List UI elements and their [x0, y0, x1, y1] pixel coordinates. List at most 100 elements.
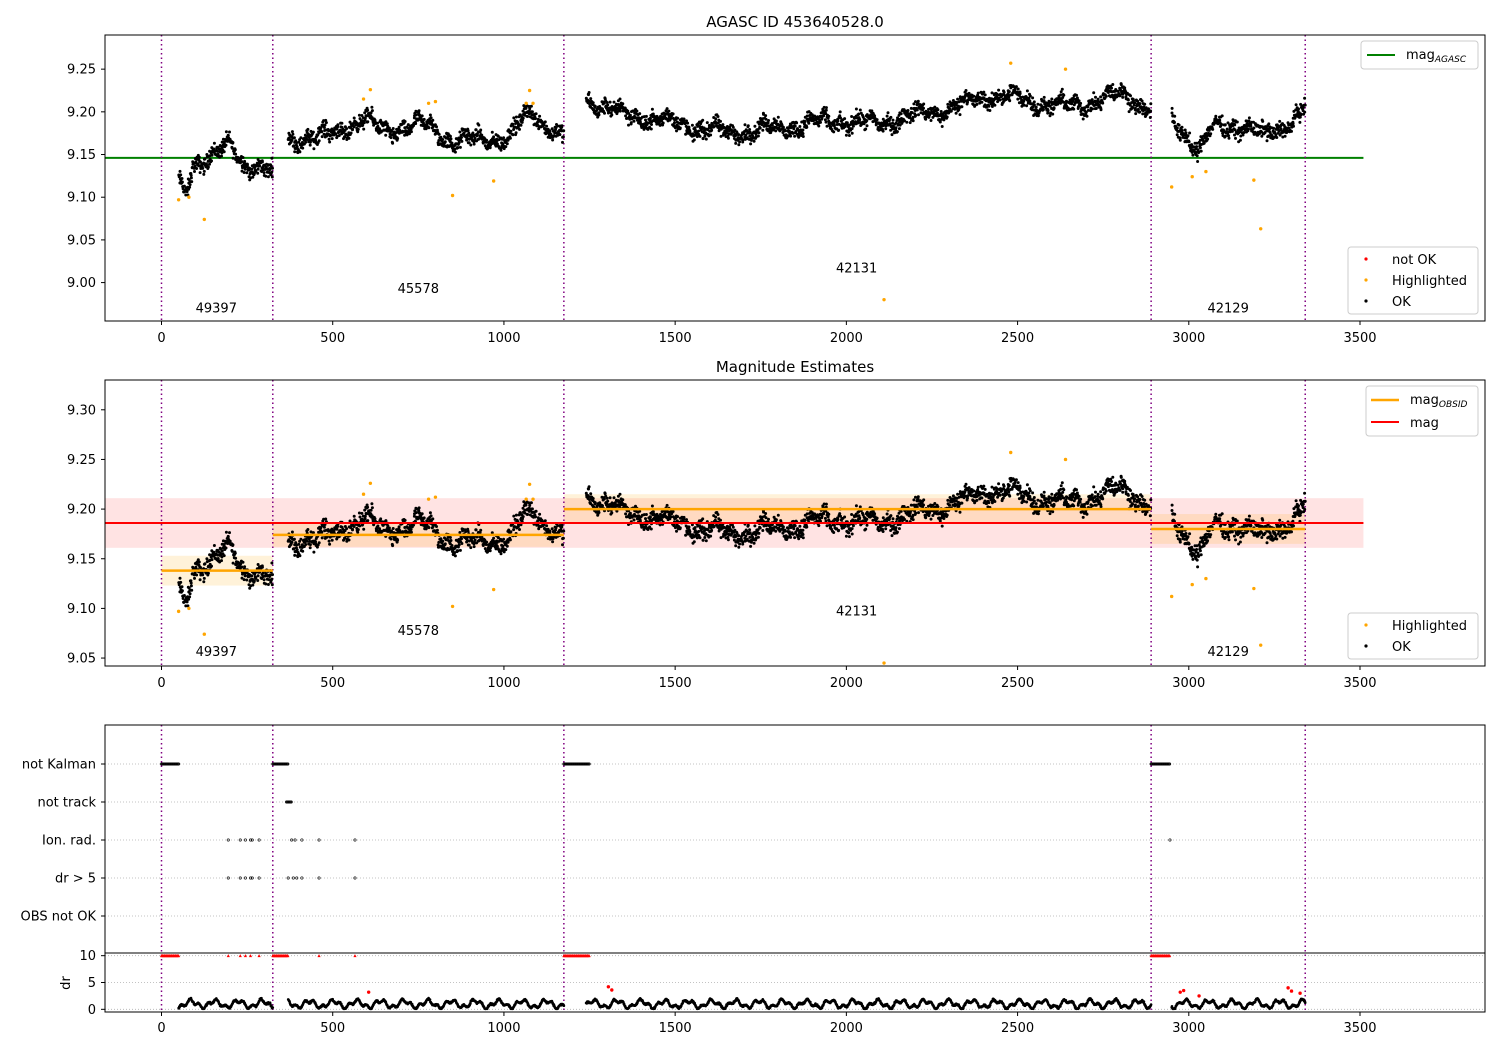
ok-point: [233, 551, 237, 555]
y-tick-label: 9.20: [67, 105, 96, 120]
ok-point: [603, 492, 607, 496]
ok-point: [431, 118, 435, 122]
ok-point: [355, 121, 359, 125]
ok-point: [512, 514, 516, 518]
ok-point: [210, 558, 214, 562]
ok-point: [502, 537, 506, 541]
ok-point: [649, 127, 653, 131]
ok-point: [1249, 124, 1253, 128]
ok-point: [526, 513, 530, 516]
ok-point: [661, 121, 665, 125]
ok-point: [290, 138, 294, 142]
ok-point: [686, 121, 690, 125]
ok-point: [189, 176, 193, 180]
ok-point: [485, 540, 489, 544]
ok-point: [460, 139, 464, 143]
ok-point: [466, 529, 470, 533]
ok-point: [363, 111, 367, 115]
ok-point: [469, 143, 473, 147]
ok-point: [389, 136, 393, 140]
ok-point: [266, 583, 270, 586]
ok-point: [665, 503, 669, 507]
ok-point: [403, 133, 407, 137]
ok-point: [501, 142, 505, 146]
ok-point: [1283, 134, 1287, 138]
ok-point: [195, 573, 199, 577]
y-tick-label: 9.00: [67, 276, 96, 291]
ok-point: [1267, 122, 1271, 126]
ok-point: [551, 138, 555, 142]
ok-point: [1134, 112, 1138, 116]
ok-point: [627, 123, 630, 127]
ok-point: [435, 528, 439, 532]
ok-point: [776, 115, 780, 119]
ok-point: [502, 136, 506, 140]
ok-point: [1187, 140, 1191, 144]
ok-point: [349, 131, 353, 135]
ok-point: [1191, 153, 1195, 157]
ok-point: [1214, 114, 1218, 118]
ok-point: [1303, 110, 1307, 114]
ok-point: [838, 110, 842, 114]
ok-point: [458, 145, 462, 149]
ok-point: [667, 109, 671, 113]
ok-point: [369, 111, 373, 115]
ok-point: [964, 89, 968, 92]
ok-point: [220, 154, 223, 158]
ok-point: [458, 531, 462, 534]
ok-point: [890, 133, 894, 137]
ok-point: [212, 141, 216, 145]
ok-point: [529, 104, 533, 108]
ok-point: [337, 134, 341, 137]
ok-point: [251, 583, 255, 587]
ok-point: [429, 116, 433, 120]
ok-point: [1209, 132, 1213, 136]
ok-point: [1099, 95, 1103, 99]
ok-point: [801, 132, 805, 136]
ok-point: [245, 164, 249, 167]
highlighted-point: [1063, 67, 1068, 71]
ok-point: [721, 123, 725, 127]
ok-point: [1278, 119, 1282, 123]
ok-point: [1252, 126, 1256, 130]
ok-point: [767, 119, 770, 122]
ok-point: [618, 109, 622, 113]
x-tick-label: 2500: [1001, 331, 1034, 346]
ok-point: [703, 134, 707, 138]
legend-label: not OK: [1392, 253, 1437, 268]
ok-point: [1007, 90, 1011, 94]
ok-point: [561, 543, 564, 547]
ok-point: [837, 128, 841, 132]
ok-point: [1291, 122, 1295, 126]
ok-point: [327, 539, 331, 543]
ok-point: [231, 156, 235, 160]
ok-point: [734, 544, 738, 548]
ok-point: [1104, 94, 1108, 98]
ok-point: [521, 515, 525, 519]
ok-point: [389, 537, 393, 541]
ok-point: [323, 123, 327, 127]
ok-point: [358, 124, 362, 128]
ok-point: [362, 127, 366, 131]
ok-point: [764, 114, 768, 118]
obsid-label: 42129: [1207, 301, 1248, 316]
ok-point: [534, 509, 538, 513]
ok-point: [414, 122, 418, 126]
ok-point: [351, 528, 354, 532]
ok-point: [601, 504, 604, 508]
ok-point: [824, 106, 828, 110]
ok-point: [351, 128, 354, 132]
ok-point: [676, 515, 680, 519]
ok-point: [1048, 114, 1052, 118]
ok-point: [817, 124, 821, 128]
ok-point: [460, 537, 463, 541]
ok-point: [836, 119, 840, 123]
ok-point: [1041, 105, 1045, 109]
ok-point: [366, 519, 370, 523]
ok-point: [915, 108, 919, 112]
ok-point: [793, 124, 797, 128]
ok-point: [220, 559, 223, 563]
ok-point: [335, 527, 339, 531]
x-tick-label: 0: [157, 331, 165, 346]
ok-point: [524, 106, 528, 110]
